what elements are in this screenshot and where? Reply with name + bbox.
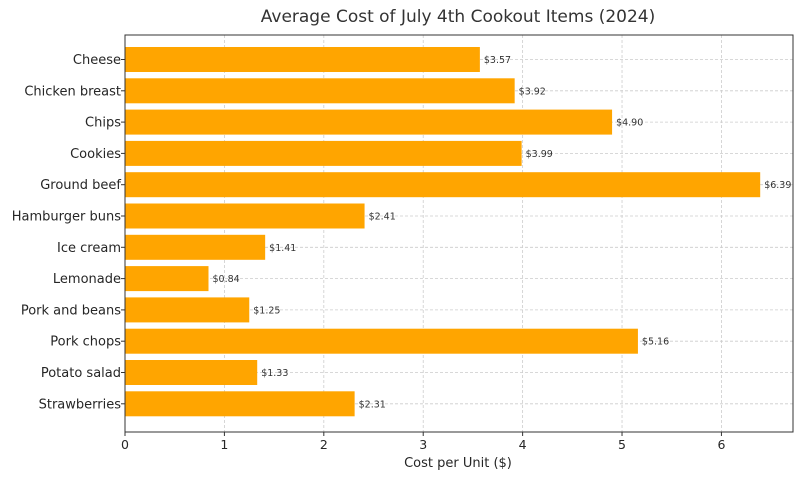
bar-11 <box>125 391 355 417</box>
bar-layer <box>125 47 761 417</box>
value-label-0: $3.57 <box>484 55 511 66</box>
bar-5 <box>125 203 365 229</box>
bar-1 <box>125 78 515 104</box>
value-label-8: $1.25 <box>253 305 280 316</box>
value-label-10: $1.33 <box>261 368 288 379</box>
axis-layer: 0 1 2 3 4 5 6 <box>121 34 794 452</box>
category-label-layer: Cheese Chicken breast Chips Cookies Ground b… <box>12 53 122 412</box>
category-label-8: Pork and beans <box>21 303 121 318</box>
category-label-1: Chicken breast <box>24 84 121 99</box>
value-label-layer: $3.57 $3.92 $4.90 $3.99 $6.39 $2.41 $1.41 $0.84… <box>213 55 792 410</box>
bar-4 <box>125 172 761 198</box>
value-label-1: $3.92 <box>519 86 546 97</box>
category-label-0: Cheese <box>73 53 121 68</box>
value-label-7: $0.84 <box>213 274 240 285</box>
x-tick-label-0: 0 <box>121 437 129 452</box>
value-label-3: $3.99 <box>526 149 553 160</box>
value-label-9: $5.16 <box>642 337 669 348</box>
bar-6 <box>125 234 266 260</box>
x-axis-title: Cost per Unit ($) <box>404 456 512 471</box>
bar-7 <box>125 266 209 292</box>
bar-2 <box>125 109 613 135</box>
bar-3 <box>125 140 522 166</box>
value-label-6: $1.41 <box>269 243 296 254</box>
value-label-2: $4.90 <box>616 118 643 129</box>
category-label-11: Strawberries <box>39 397 122 412</box>
category-label-4: Ground beef <box>40 178 121 193</box>
plot-frame <box>124 34 794 433</box>
bar-9 <box>125 328 638 354</box>
value-label-4: $6.39 <box>764 180 791 191</box>
bar-10 <box>125 360 258 385</box>
value-label-5: $2.41 <box>369 212 396 223</box>
category-label-6: Ice cream <box>57 241 121 256</box>
chart-title: Average Cost of July 4th Cookout Items (… <box>261 7 655 27</box>
x-tick-label-3: 3 <box>419 437 427 452</box>
category-label-9: Pork chops <box>50 335 121 350</box>
x-tick-label-6: 6 <box>717 437 725 452</box>
category-label-5: Hamburger buns <box>12 210 121 225</box>
category-label-10: Potato salad <box>41 366 121 381</box>
value-label-11: $2.31 <box>359 399 386 410</box>
x-tick-label-1: 1 <box>220 437 228 452</box>
category-label-7: Lemonade <box>53 272 121 287</box>
x-tick-label-2: 2 <box>320 437 328 452</box>
x-tick-label-5: 5 <box>618 437 626 452</box>
bar-8 <box>125 297 250 323</box>
category-label-3: Cookies <box>70 147 121 162</box>
category-label-2: Chips <box>85 116 121 131</box>
bar-0 <box>125 47 480 72</box>
x-tick-label-4: 4 <box>519 437 527 452</box>
